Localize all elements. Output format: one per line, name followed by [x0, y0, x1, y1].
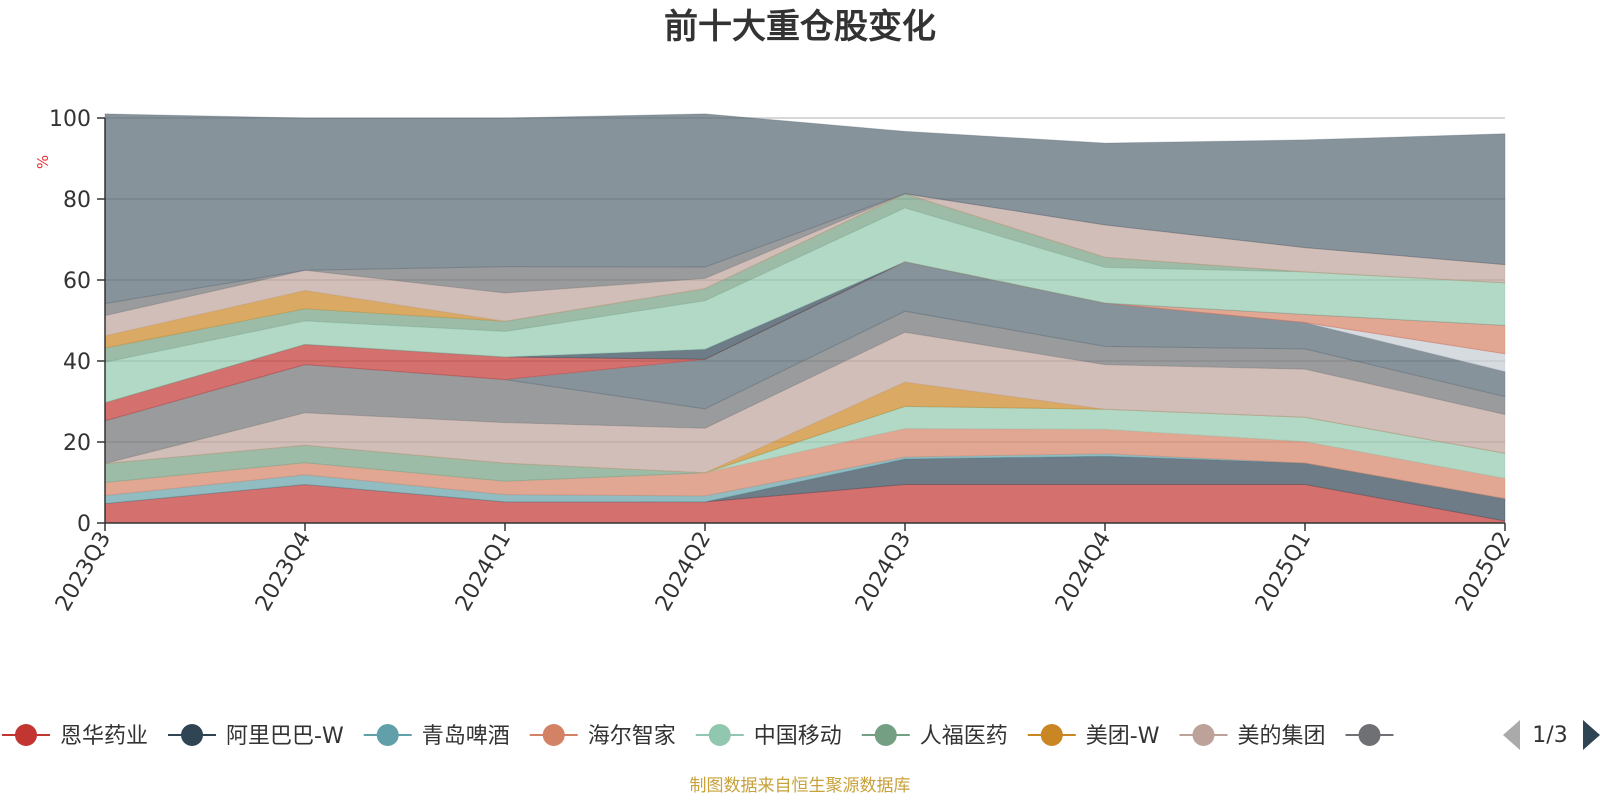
legend-label: 中国移动: [754, 724, 842, 749]
x-tick-label: 2024Q2: [651, 528, 716, 616]
chart-title: 前十大重仓股变化: [664, 7, 936, 47]
legend-circle-icon: [376, 724, 399, 746]
x-tick-label: 2024Q1: [451, 528, 516, 616]
y-axis-unit: %: [34, 155, 52, 169]
legend-item-3[interactable]: 青岛啤酒: [363, 724, 510, 749]
x-tick-label: 2023Q3: [51, 528, 116, 616]
x-tick-label: 2025Q2: [1451, 528, 1516, 616]
x-tick-label: 2023Q4: [251, 528, 316, 616]
legend: 恩华药业 阿里巴巴-W 青岛啤酒 海尔智家 中国移动 人福医药 美团-W 美的集团: [2, 724, 1394, 749]
triangle-right-icon[interactable]: [1583, 720, 1600, 750]
legend-label: 青岛啤酒: [422, 724, 510, 749]
area-series-9[interactable]: [104, 310, 1506, 465]
legend-circle-icon: [181, 724, 204, 746]
legend-item-9[interactable]: [1345, 724, 1394, 746]
legend-circle-icon: [1040, 724, 1063, 746]
legend-item-8[interactable]: 美的集团: [1179, 724, 1326, 749]
legend-label: 美的集团: [1237, 724, 1325, 749]
source-note: 制图数据来自恒生聚源数据库: [690, 776, 911, 796]
legend-label: 海尔智家: [588, 724, 676, 749]
triangle-left-icon[interactable]: [1503, 720, 1520, 750]
legend-circle-icon: [1192, 724, 1215, 746]
legend-circle-icon: [1358, 724, 1381, 746]
legend-label: 恩华药业: [60, 724, 148, 749]
area-series-4[interactable]: [104, 428, 1506, 500]
legend-item-7[interactable]: 美团-W: [1027, 724, 1160, 749]
legend-circle-icon: [874, 724, 897, 746]
x-tick-label: 2024Q3: [851, 528, 916, 616]
legend-label: 阿里巴巴-W: [226, 724, 344, 749]
legend-item-5[interactable]: 中国移动: [695, 724, 842, 749]
area-series-13[interactable]: [104, 261, 1506, 404]
legend-item-2[interactable]: 阿里巴巴-W: [168, 724, 344, 749]
legend-label: 人福医药: [920, 724, 1008, 749]
x-tick-label: 2025Q1: [1251, 528, 1316, 616]
y-tick-label: 80: [63, 188, 91, 213]
legend-item-6[interactable]: 人福医药: [861, 724, 1008, 749]
legend-circle-icon: [15, 724, 37, 746]
legend-page-indicator: 1/3: [1532, 723, 1567, 748]
y-tick-label: 0: [77, 512, 91, 537]
legend-circle-icon: [708, 724, 731, 746]
area-series-20[interactable]: [104, 113, 1506, 305]
legend-label: 美团-W: [1086, 724, 1160, 749]
area-series-layer: [104, 113, 1506, 524]
legend-item-1[interactable]: 恩华药业: [2, 724, 148, 749]
y-tick-label: 20: [63, 431, 91, 456]
legend-item-4[interactable]: 海尔智家: [529, 724, 676, 749]
legend-pager: 1/3: [1503, 720, 1600, 750]
y-tick-label: 100: [49, 107, 91, 132]
legend-circle-icon: [542, 724, 565, 746]
y-tick-label: 40: [63, 350, 91, 375]
y-tick-label: 60: [63, 269, 91, 294]
x-tick-label: 2024Q4: [1051, 528, 1116, 616]
